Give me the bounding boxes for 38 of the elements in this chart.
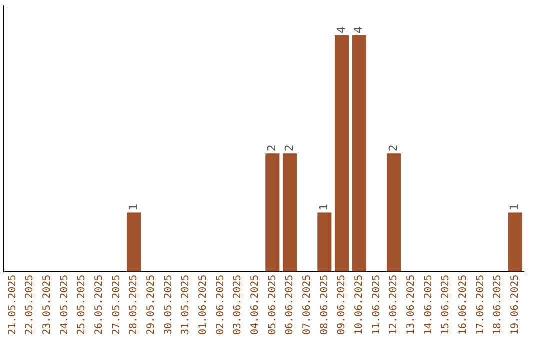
x-tick-label: 26.05.2025 — [94, 274, 105, 336]
x-tick-label: 03.06.2025 — [232, 274, 244, 336]
x-tick-label: 07.06.2025 — [302, 274, 313, 336]
x-tick-label: 24.05.2025 — [59, 274, 70, 336]
x-tick-label: 02.06.2025 — [215, 274, 226, 336]
data-label: 1 — [126, 204, 140, 211]
data-label: 4 — [352, 26, 366, 34]
data-label: 2 — [386, 144, 400, 152]
data-label: 2 — [266, 144, 279, 152]
x-tick-label: 04.06.2025 — [250, 274, 261, 336]
x-tick-label: 15.06.2025 — [440, 274, 452, 336]
x-tick-label: 08.06.2025 — [319, 274, 330, 336]
x-tick-label: 25.05.2025 — [76, 274, 88, 336]
x-tick-label: 11.06.2025 — [371, 274, 382, 336]
x-tick-label: 14.06.2025 — [423, 274, 434, 336]
x-tick-label: 31.05.2025 — [180, 274, 192, 336]
data-label: 1 — [318, 204, 331, 211]
data-label: 4 — [334, 26, 348, 34]
x-tick-label: 21.05.2025 — [7, 274, 18, 336]
x-tick-label: 09.06.2025 — [336, 274, 348, 336]
x-tick-label: 29.05.2025 — [146, 274, 157, 336]
x-tick-label: 28.05.2025 — [128, 274, 140, 336]
x-tick-label: 06.06.2025 — [284, 274, 296, 336]
data-label: 1 — [508, 204, 522, 211]
x-tick-label: 19.06.2025 — [510, 274, 521, 336]
x-tick-label: 22.05.2025 — [24, 274, 36, 336]
x-tick-label: 30.05.2025 — [163, 274, 174, 336]
x-tick-label: 17.06.2025 — [475, 274, 486, 336]
data-label: 2 — [282, 144, 296, 152]
x-tick-label: 10.06.2025 — [354, 274, 365, 336]
x-tick-label: 23.05.2025 — [42, 274, 53, 336]
x-tick-label: 01.06.2025 — [198, 274, 209, 336]
x-tick-label: 13.06.2025 — [406, 274, 417, 336]
x-tick-label: 16.06.2025 — [458, 274, 469, 336]
x-tick-label: 05.06.2025 — [267, 274, 278, 336]
x-tick-label: 27.05.2025 — [111, 274, 122, 336]
x-tick-label: 12.06.2025 — [388, 274, 400, 336]
x-tick-label: 18.06.2025 — [492, 274, 504, 336]
